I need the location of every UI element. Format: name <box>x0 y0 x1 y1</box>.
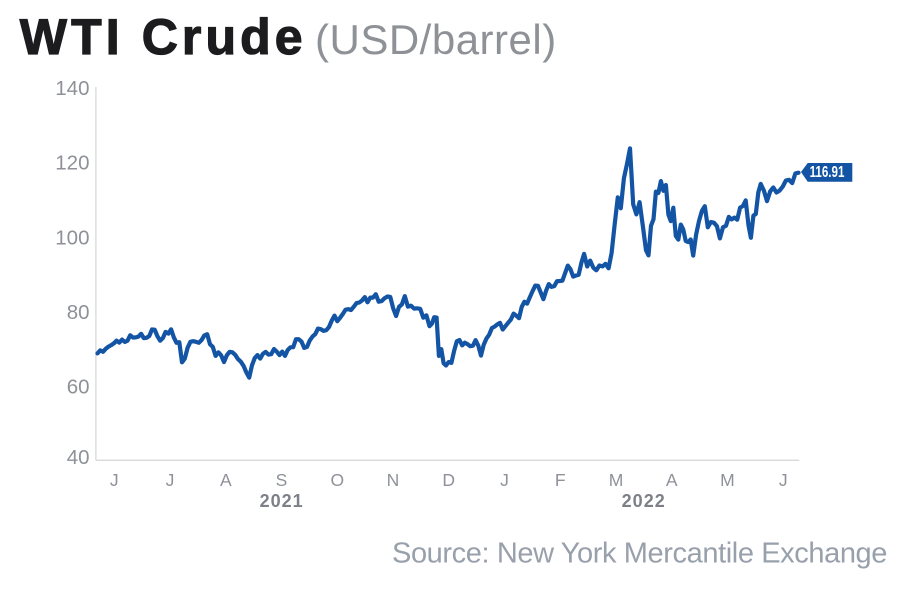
svg-text:O: O <box>330 470 344 490</box>
svg-text:A: A <box>220 470 232 490</box>
svg-text:Source: New York Mercantile Ex: Source: New York Mercantile Exchange <box>392 537 887 569</box>
svg-text:D: D <box>442 470 455 490</box>
svg-text:J: J <box>166 470 175 490</box>
svg-text:116.91: 116.91 <box>810 164 845 181</box>
svg-text:140: 140 <box>55 77 89 100</box>
svg-text:2022: 2022 <box>622 491 666 511</box>
svg-text:M: M <box>609 470 624 490</box>
svg-text:(USD/barrel): (USD/barrel) <box>315 16 557 63</box>
svg-text:120: 120 <box>55 152 89 175</box>
svg-text:M: M <box>720 470 735 490</box>
svg-text:S: S <box>276 470 288 490</box>
svg-text:2021: 2021 <box>260 491 304 511</box>
svg-text:100: 100 <box>55 226 89 249</box>
svg-text:J: J <box>779 470 788 490</box>
svg-text:40: 40 <box>67 446 90 469</box>
svg-text:80: 80 <box>67 301 90 324</box>
svg-text:60: 60 <box>67 376 90 399</box>
svg-text:A: A <box>666 470 678 490</box>
svg-text:J: J <box>500 470 509 490</box>
svg-text:WTI Crude: WTI Crude <box>20 9 307 65</box>
svg-text:N: N <box>387 470 400 490</box>
svg-text:J: J <box>110 470 119 490</box>
svg-text:F: F <box>555 470 566 490</box>
